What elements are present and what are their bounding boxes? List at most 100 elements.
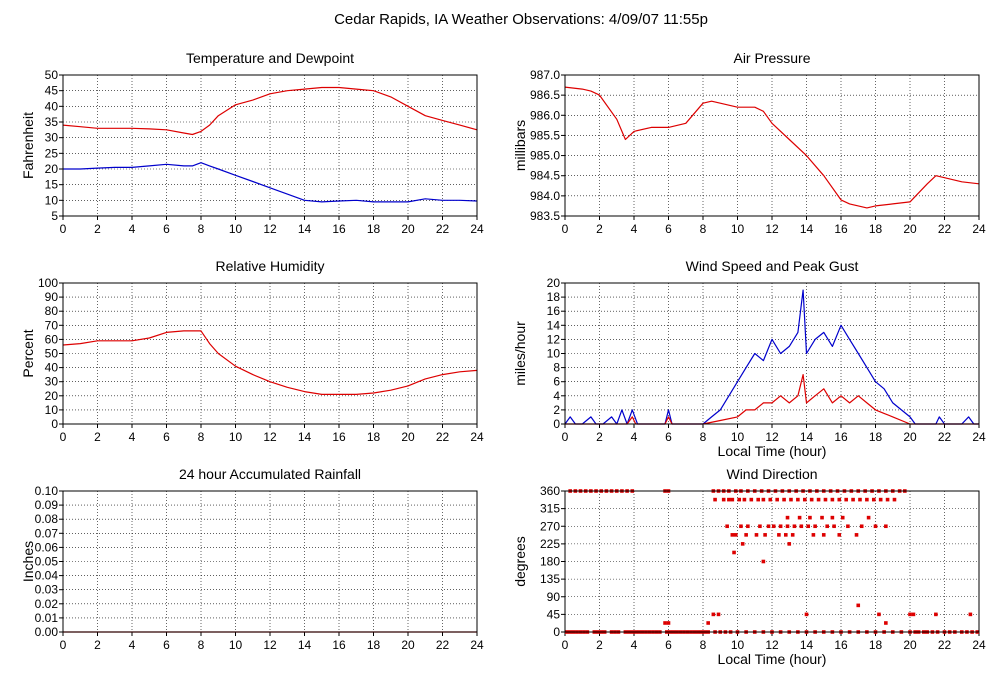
chart-5-series-0-point — [778, 524, 783, 529]
chart-5-series-0-point — [663, 621, 667, 625]
chart-2-ytick-label: 20 — [45, 389, 59, 403]
chart-4-ytick-label: 0.03 — [35, 583, 59, 597]
chart-1-ytick-label: 985.5 — [530, 128, 560, 142]
chart-5-series-0-point — [866, 515, 871, 520]
chart-5-series-0-point — [877, 612, 881, 617]
chart-5-title: Wind Direction — [726, 466, 817, 482]
chart-5-xtick-label: 0 — [562, 638, 569, 652]
chart-5-series-0-point — [732, 550, 736, 555]
chart-5-series-0-point — [713, 497, 717, 502]
chart-5-series-0-point — [911, 612, 916, 617]
chart-0-xtick-label: 20 — [401, 222, 415, 236]
chart-5-xtick-label: 4 — [631, 638, 638, 652]
chart-5-series-0-point — [749, 497, 754, 502]
chart-5-xtick-label: 6 — [665, 638, 672, 652]
chart-0-frame — [62, 74, 478, 217]
chart-0-xtick-label: 6 — [163, 222, 170, 236]
chart-5-series-0-point — [808, 515, 812, 520]
chart-5-series-0-point — [761, 559, 766, 564]
chart-1-xtick-label: 20 — [903, 222, 917, 236]
chart-4-xtick-label: 0 — [60, 638, 67, 652]
chart-0-ytick-label: 20 — [45, 162, 59, 176]
chart-1-xtick-label: 4 — [631, 222, 638, 236]
chart-4-xtick-label: 12 — [263, 638, 277, 652]
chart-5-series-0-point — [758, 524, 762, 529]
chart-2-xtick-label: 14 — [298, 430, 312, 444]
chart-5-series-0-point — [790, 533, 795, 537]
chart-0-xtick-label: 8 — [198, 222, 205, 236]
chart-0-ytick-label: 10 — [45, 193, 59, 207]
chart-5-series-0-point — [725, 524, 729, 529]
chart-5-xtick-label: 18 — [869, 638, 883, 652]
chart-1-series-0-line — [564, 86, 980, 209]
chart-3-ytick-label: 2 — [553, 403, 560, 417]
chart-4-xtick-label: 10 — [229, 638, 243, 652]
chart-5-series-0-point — [785, 515, 790, 520]
chart-5-series-0-point — [865, 497, 869, 502]
chart-5-series-0-point — [744, 533, 748, 537]
chart-0-series-1-line — [63, 162, 478, 203]
chart-5-series-0-point — [742, 497, 747, 502]
chart-0-xtick-label: 0 — [60, 222, 67, 236]
chart-2-ytick-label: 30 — [45, 375, 59, 389]
chart-5-series-0-point — [859, 524, 864, 529]
chart-5-series-0-point — [809, 497, 814, 502]
chart-0-series-0-line — [62, 86, 478, 136]
chart-2-title: Relative Humidity — [216, 258, 325, 274]
chart-0-ytick-label: 50 — [45, 68, 59, 82]
chart-2-ytick-label: 90 — [45, 290, 59, 304]
chart-5-series-0-point — [851, 497, 855, 502]
chart-5-series-0-point — [766, 524, 771, 529]
chart-1-xtick-label: 24 — [972, 222, 986, 236]
chart-1-xtick-label: 18 — [869, 222, 883, 236]
chart-4-xtick-label: 18 — [367, 638, 381, 652]
chart-5-series-0-point — [787, 542, 792, 546]
chart-3-xtick-label: 12 — [765, 430, 779, 444]
chart-5-series-0-point — [823, 497, 828, 502]
chart-5-series-0-point — [811, 533, 816, 537]
chart-3-xtick-label: 8 — [700, 430, 707, 444]
chart-1-xtick-label: 2 — [596, 222, 603, 236]
chart-5-xtick-label: 2 — [596, 638, 603, 652]
chart-3-ytick-label: 10 — [547, 347, 561, 361]
chart-5-series-0-point — [856, 603, 861, 608]
chart-3-ytick-label: 6 — [553, 375, 560, 389]
chart-5-series-0-point — [754, 533, 759, 537]
chart-5-ytick-label: 360 — [540, 484, 560, 498]
chart-1-xtick-label: 6 — [665, 222, 672, 236]
chart-3-ytick-label: 18 — [547, 290, 561, 304]
chart-4-xtick-label: 2 — [94, 638, 101, 652]
chart-0-ytick-label: 35 — [45, 115, 59, 129]
chart-5-series-0-point — [837, 533, 842, 537]
chart-5-series-0-point — [884, 524, 888, 529]
chart-5-series-0-point — [782, 497, 786, 502]
chart-3-ytick-label: 20 — [547, 276, 561, 290]
chart-5-series-0-point — [844, 497, 848, 502]
chart-3-frame — [564, 282, 980, 425]
chart-5-frame — [564, 490, 980, 633]
chart-5-ytick-label: 90 — [547, 590, 561, 604]
chart-2-ytick-label: 80 — [45, 304, 59, 318]
chart-5-series-0-point — [858, 497, 862, 502]
chart-5-series-0-point — [892, 497, 897, 502]
chart-4-xtick-label: 20 — [401, 638, 415, 652]
chart-4-xtick-label: 14 — [298, 638, 312, 652]
chart-5-series-0-point — [706, 621, 710, 625]
chart-5-series-0-point — [666, 621, 671, 625]
chart-3-xtick-label: 2 — [596, 430, 603, 444]
chart-5-series-0-point — [837, 497, 842, 502]
chart-2-ylabel: Percent — [20, 329, 36, 377]
chart-0-xtick-label: 16 — [332, 222, 346, 236]
chart-1-xtick-label: 0 — [562, 222, 569, 236]
chart-3-xtick-label: 22 — [938, 430, 952, 444]
chart-4-ytick-label: 0.10 — [35, 484, 59, 498]
chart-5-series-0-point — [840, 515, 845, 520]
chart-0-xtick-label: 24 — [470, 222, 484, 236]
chart-1-xtick-label: 12 — [765, 222, 779, 236]
chart-2-ytick-label: 70 — [45, 318, 59, 332]
chart-4-xtick-label: 4 — [129, 638, 136, 652]
chart-0-xtick-label: 10 — [229, 222, 243, 236]
chart-5-series-0-point — [873, 524, 878, 529]
chart-4-ytick-label: 0.09 — [35, 498, 59, 512]
